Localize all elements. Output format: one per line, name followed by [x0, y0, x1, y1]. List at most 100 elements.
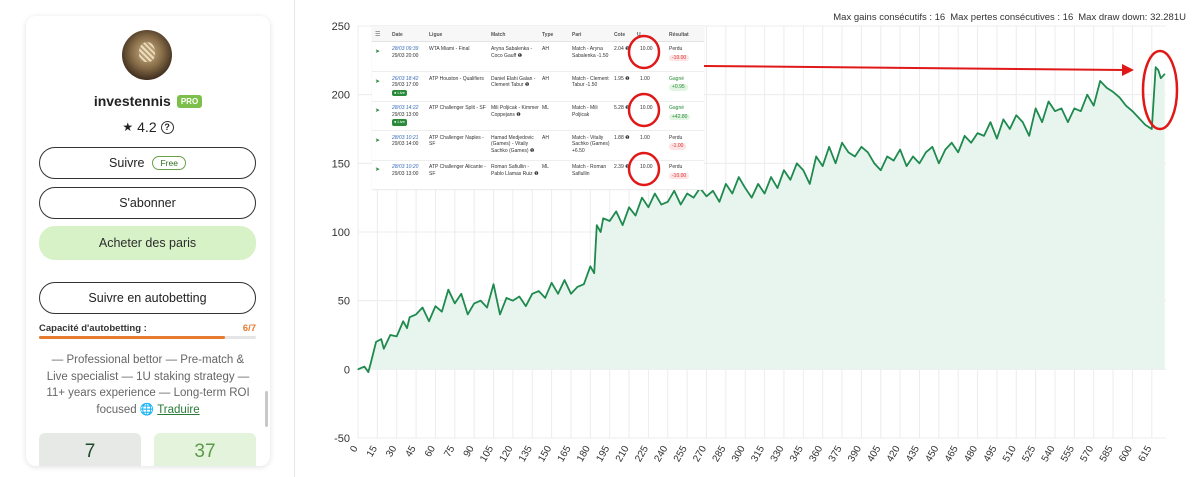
tipster-profile-card: investennis PRO ★ 4.2 ? Suivre Free S'ab… — [26, 16, 270, 466]
data-point — [531, 293, 533, 295]
data-point — [667, 201, 669, 203]
profile-name[interactable]: investennis — [93, 93, 171, 109]
data-point — [776, 187, 779, 189]
filter-icon[interactable]: ☰ — [375, 32, 381, 38]
x-tick-label: 30 — [384, 444, 399, 460]
bet-league-cell: ATP Challenger Naples - SF — [429, 134, 484, 148]
data-point — [976, 132, 979, 134]
panel-divider — [294, 0, 295, 477]
bet-type-cell: AH — [542, 134, 549, 141]
data-point — [925, 151, 927, 153]
bet-date-cell: 28/03 09:39 29/03 20:00 — [392, 46, 419, 59]
data-point — [396, 335, 398, 337]
x-tick-label: 405 — [865, 444, 883, 464]
data-point — [1125, 105, 1127, 107]
capacity-label: Capacité d'autobetting : — [39, 323, 147, 334]
data-point — [912, 155, 914, 158]
bet-units-cell: 1.00 — [640, 75, 650, 82]
data-point — [1118, 96, 1121, 99]
data-point — [957, 151, 959, 153]
subscribe-button[interactable]: S'abonner — [39, 187, 256, 219]
data-point — [1015, 114, 1017, 116]
bet-share-icon[interactable]: ➤ — [375, 137, 381, 144]
data-point — [1160, 77, 1162, 79]
translate-link[interactable]: Traduire — [157, 403, 200, 416]
data-point — [1067, 121, 1069, 123]
x-tick-label: 60 — [423, 444, 438, 460]
x-tick-label: 150 — [536, 444, 554, 464]
bets-header-cell: Date — [392, 32, 403, 38]
autobetting-label: Suivre en autobetting — [88, 291, 207, 305]
help-icon[interactable]: ? — [160, 120, 174, 134]
x-tick-label: 0 — [348, 444, 361, 455]
bet-share-icon[interactable]: ➤ — [375, 108, 381, 114]
bet-share-icon[interactable]: ➤ — [375, 49, 381, 55]
x-tick-label: 165 — [556, 444, 574, 464]
bets-header-cell: U. — [637, 32, 642, 38]
bet-odds-cell: 2.04 ❶ — [614, 46, 630, 52]
data-point — [718, 201, 721, 203]
x-tick-label: 495 — [982, 444, 1000, 464]
y-tick-label: 50 — [338, 296, 350, 308]
bets-table-row[interactable]: ➤ 28/03 09:39 29/03 20:00 WTA Miami - Final… — [372, 42, 704, 72]
data-point — [389, 334, 391, 336]
bets-table-row[interactable]: ➤ 28/03 10:20 29/03 13:00 ATP Challenger Al… — [372, 160, 704, 190]
bet-odds-cell: 1.88 ❶ — [614, 134, 630, 141]
data-point — [583, 283, 585, 285]
data-point — [989, 121, 992, 123]
rating-value: 4.2 — [137, 119, 157, 135]
data-point — [854, 155, 856, 158]
bet-type-cell: AH — [542, 75, 549, 82]
data-point — [899, 149, 901, 151]
bet-league-cell: WTA Miami - Final — [429, 46, 470, 52]
autobetting-button[interactable]: Suivre en autobetting — [39, 282, 256, 314]
x-tick-label: 285 — [711, 444, 729, 464]
bet-type-cell: ML — [542, 105, 549, 111]
bets-table-row[interactable]: ➤ 28/03 10:21 29/03 14:00 ATP Challenger Na… — [372, 131, 704, 161]
x-tick-label: 90 — [462, 444, 477, 460]
data-point — [1035, 107, 1037, 109]
data-point — [1106, 87, 1108, 89]
data-point — [712, 190, 714, 192]
data-point — [673, 190, 675, 192]
data-point — [796, 162, 798, 164]
data-point — [525, 305, 527, 307]
data-point — [367, 371, 369, 373]
capacity-progress-fill — [39, 336, 225, 339]
avatar[interactable] — [122, 30, 172, 80]
x-tick-label: 210 — [614, 444, 632, 464]
data-point — [641, 197, 643, 199]
data-point — [538, 290, 540, 292]
data-point — [1099, 80, 1101, 82]
data-point — [375, 341, 377, 343]
x-tick-label: 435 — [904, 444, 922, 464]
data-point — [589, 265, 591, 267]
bet-date-cell: 28/03 14:22 29/03 13:00 ● Live — [392, 105, 419, 126]
y-tick-label: 150 — [332, 158, 350, 170]
x-tick-label: 45 — [404, 444, 419, 460]
scrollbar[interactable] — [265, 391, 268, 427]
data-point — [441, 311, 443, 313]
data-point — [1054, 110, 1056, 112]
buy-bets-button[interactable]: Acheter des paris — [39, 226, 256, 260]
bet-share-icon[interactable]: ➤ — [375, 78, 381, 85]
follow-button[interactable]: Suivre Free — [39, 147, 256, 179]
stat-box-1: 7 — [39, 433, 141, 466]
data-point — [357, 368, 359, 370]
data-point — [634, 214, 637, 217]
x-tick-label: 240 — [653, 444, 671, 464]
x-tick-label: 570 — [1078, 444, 1096, 464]
bets-header-cell: Ligue — [429, 32, 443, 38]
bet-share-icon[interactable]: ➤ — [375, 167, 381, 173]
data-point — [783, 169, 785, 171]
bets-table-header: ☰ Date Ligue Match Type Pari Cote U. Résultat — [372, 26, 704, 42]
data-point — [802, 169, 804, 171]
data-point — [692, 197, 695, 199]
bet-date-cell: 26/03 18:42 29/03 17:00 ● Live — [392, 75, 419, 96]
bets-table-row[interactable]: ➤ 26/03 18:42 29/03 17:00 ● Live ATP Houston… — [372, 72, 704, 102]
x-tick-label: 75 — [442, 444, 457, 460]
x-tick-label: 135 — [517, 444, 535, 464]
stat-box-2: 37 — [154, 433, 256, 466]
bets-table-row[interactable]: ➤ 28/03 14:22 29/03 13:00 ● Live ATP Challen… — [372, 101, 704, 131]
y-tick-label: -50 — [334, 433, 350, 445]
